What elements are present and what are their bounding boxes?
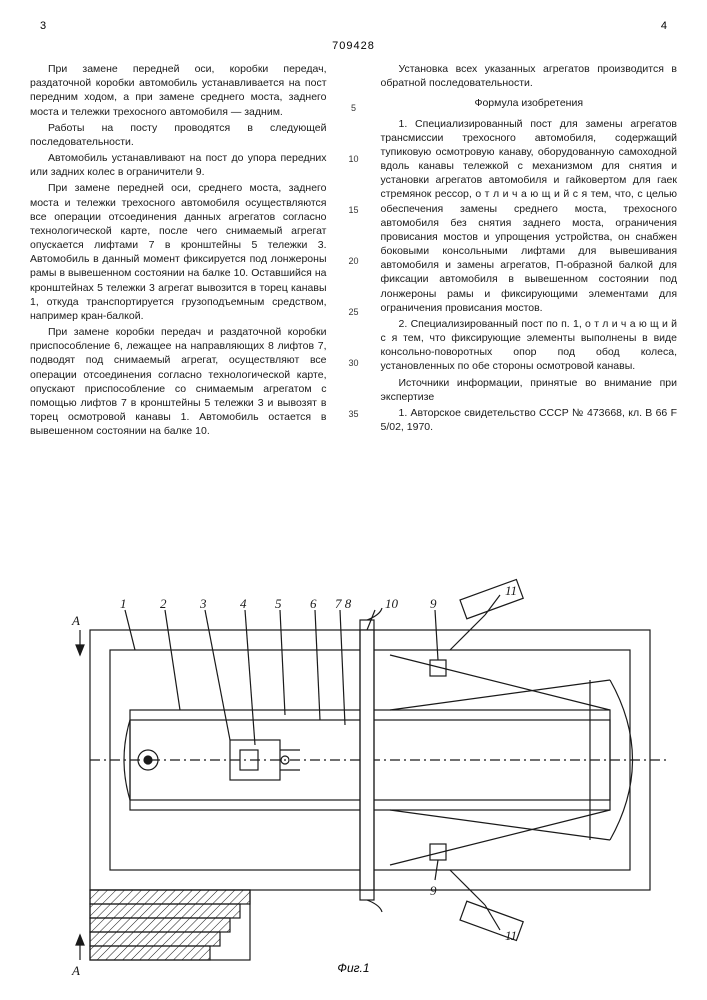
callout-9: 9 bbox=[430, 596, 437, 611]
page-number-right: 4 bbox=[661, 20, 667, 32]
line-mark: 5 bbox=[347, 102, 361, 114]
left-column: При замене передней оси, коробки передач… bbox=[30, 62, 327, 440]
line-mark: 15 bbox=[347, 204, 361, 216]
paragraph: Работы на посту проводятся в следующей п… bbox=[30, 121, 327, 149]
paragraph: Автомобиль устанавливают на пост до упор… bbox=[30, 151, 327, 179]
paragraph: При замене передней оси, среднего моста,… bbox=[30, 181, 327, 323]
page-header: 3 4 bbox=[30, 20, 677, 32]
callout-11b: 11 bbox=[505, 928, 517, 943]
formula-title: Формула изобретения bbox=[381, 96, 678, 110]
line-mark: 20 bbox=[347, 255, 361, 267]
technical-diagram: A 1 2 3 4 5 6 7 8 10 9 11 9 11 A bbox=[30, 560, 677, 980]
callout-1: 1 bbox=[120, 596, 127, 611]
figure-1: A 1 2 3 4 5 6 7 8 10 9 11 9 11 A Фиг.1 bbox=[30, 560, 677, 980]
sources-heading: Источники информации, принятые во вниман… bbox=[381, 376, 678, 404]
right-column: Установка всех указанных агрегатов произ… bbox=[381, 62, 678, 440]
page-number-left: 3 bbox=[40, 20, 46, 32]
line-mark: 10 bbox=[347, 153, 361, 165]
source-item: 1. Авторское свидетельство СССР № 473668… bbox=[381, 406, 678, 434]
line-mark: 30 bbox=[347, 357, 361, 369]
figure-label: Фиг.1 bbox=[337, 961, 369, 975]
callout-5: 5 bbox=[275, 596, 282, 611]
callout-6: 6 bbox=[310, 596, 317, 611]
callout-7: 7 8 bbox=[335, 596, 352, 611]
callout-4: 4 bbox=[240, 596, 247, 611]
line-mark: 35 bbox=[347, 408, 361, 420]
callout-3: 3 bbox=[199, 596, 207, 611]
callout-2: 2 bbox=[160, 596, 167, 611]
callout-Ab: A bbox=[71, 963, 80, 978]
callout-11: 11 bbox=[505, 583, 517, 598]
text-columns: При замене передней оси, коробки передач… bbox=[30, 62, 677, 440]
paragraph: При замене коробки передач и раздаточной… bbox=[30, 325, 327, 438]
paragraph: При замене передней оси, коробки передач… bbox=[30, 62, 327, 119]
callout-10: 10 bbox=[385, 596, 399, 611]
callout-A: A bbox=[71, 613, 80, 628]
line-mark: 25 bbox=[347, 306, 361, 318]
document-number: 709428 bbox=[30, 40, 677, 52]
claim: 1. Специализированный пост для замены аг… bbox=[381, 117, 678, 315]
line-number-gutter: 5 10 15 20 25 30 35 bbox=[347, 62, 361, 440]
paragraph: Установка всех указанных агрегатов произ… bbox=[381, 62, 678, 90]
callout-9b: 9 bbox=[430, 883, 437, 898]
claim: 2. Специализированный пост по п. 1, о т … bbox=[381, 317, 678, 374]
patent-page: 3 4 709428 При замене передней оси, коро… bbox=[0, 0, 707, 1000]
